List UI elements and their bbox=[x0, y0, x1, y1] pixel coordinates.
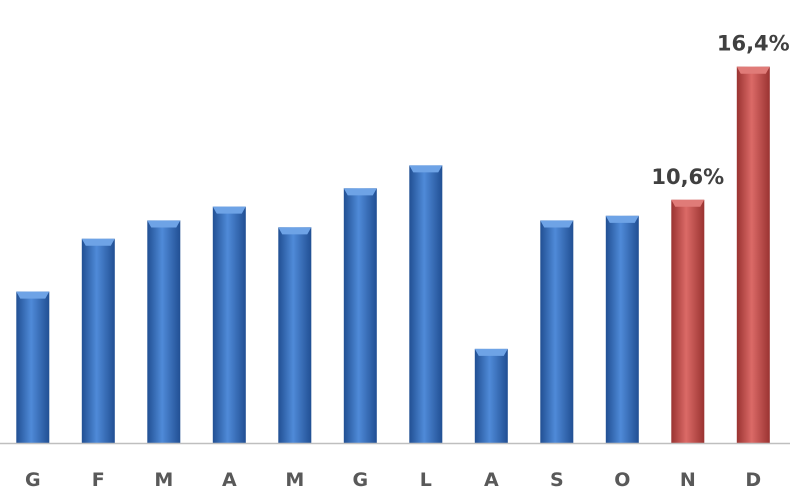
bar-cap-9 bbox=[605, 215, 639, 223]
bar-5 bbox=[343, 188, 377, 443]
x-tick-label-9: O bbox=[614, 469, 630, 490]
bar-0 bbox=[16, 291, 50, 443]
x-tick-label-3: A bbox=[222, 469, 237, 490]
bar-4 bbox=[278, 227, 312, 443]
x-tick-label-6: L bbox=[420, 469, 432, 490]
x-tick-label-7: A bbox=[484, 469, 499, 490]
bar-2 bbox=[147, 220, 181, 443]
bar-cap-11 bbox=[736, 66, 770, 74]
x-tick-label-10: N bbox=[680, 469, 696, 490]
x-tick-label-5: G bbox=[352, 469, 368, 490]
x-tick-label-0: G bbox=[25, 469, 41, 490]
bar-10 bbox=[671, 199, 705, 443]
bar-6 bbox=[409, 165, 443, 443]
bar-cap-0 bbox=[16, 291, 50, 299]
bar-8 bbox=[540, 220, 574, 443]
bar-cap-3 bbox=[212, 206, 246, 214]
data-label-11: 16,4% bbox=[717, 32, 790, 56]
x-tick-label-1: F bbox=[92, 469, 105, 490]
bar-cap-5 bbox=[343, 188, 377, 196]
x-tick-label-11: D bbox=[745, 469, 761, 490]
bar-3 bbox=[212, 206, 246, 443]
bar-cap-8 bbox=[540, 220, 574, 228]
data-labels-group: 10,6% 16,4% bbox=[651, 32, 789, 189]
x-tick-label-8: S bbox=[550, 469, 564, 490]
bar-cap-7 bbox=[474, 348, 508, 356]
bar-cap-4 bbox=[278, 227, 312, 235]
x-tick-label-4: M bbox=[285, 469, 304, 490]
bars-group bbox=[16, 66, 770, 443]
data-label-10: 10,6% bbox=[651, 165, 724, 189]
bar-1 bbox=[81, 238, 115, 443]
bar-cap-6 bbox=[409, 165, 443, 173]
bar-11 bbox=[736, 66, 770, 443]
bar-cap-10 bbox=[671, 199, 705, 207]
bar-cap-1 bbox=[81, 238, 115, 246]
bar-9 bbox=[605, 215, 639, 443]
x-tick-label-2: M bbox=[154, 469, 173, 490]
bar-cap-2 bbox=[147, 220, 181, 228]
bar-7 bbox=[474, 348, 508, 443]
